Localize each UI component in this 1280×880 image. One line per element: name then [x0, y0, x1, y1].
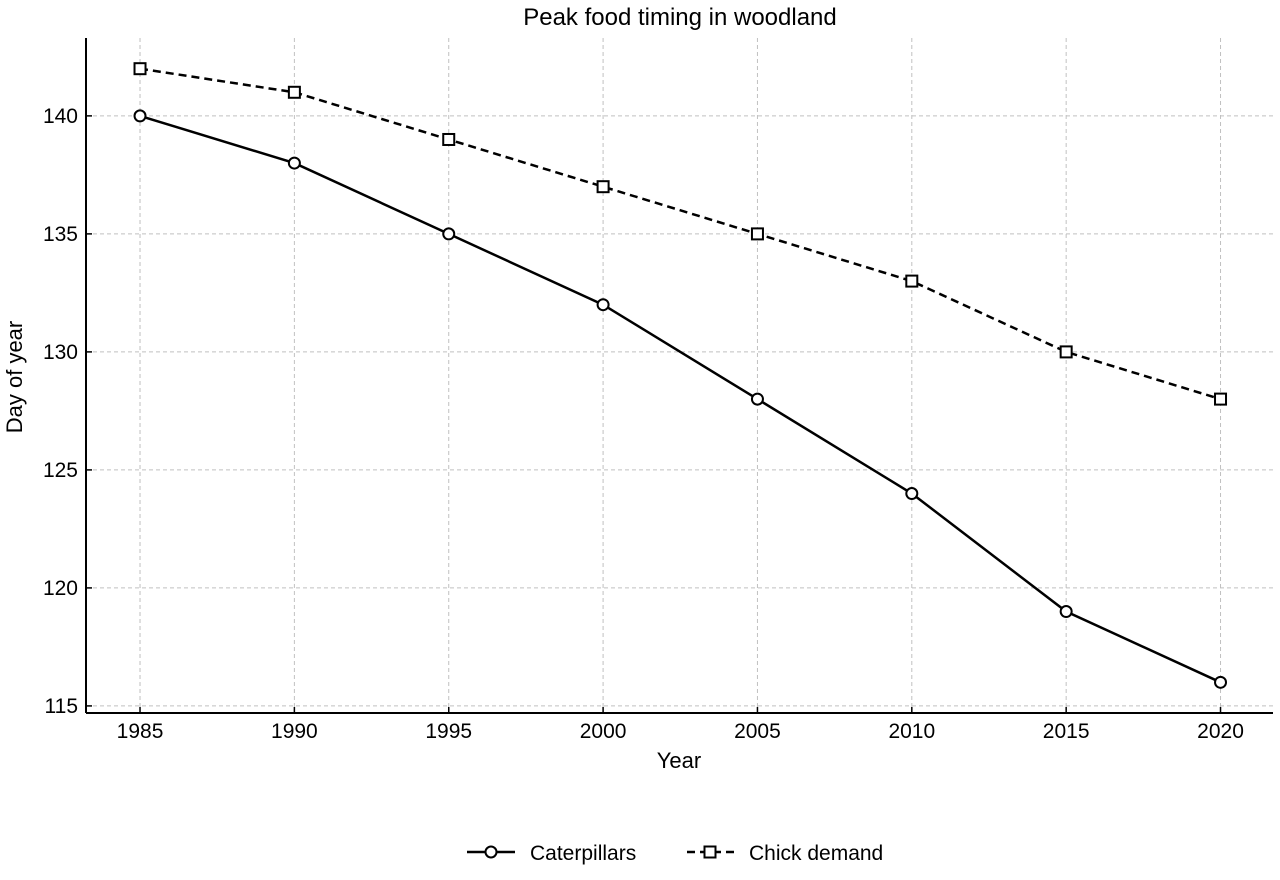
series-line-caterpillars [139, 114, 1222, 684]
series-line-chick-demand [139, 67, 1221, 401]
legend-item-caterpillars: Caterpillars [467, 842, 636, 865]
legend-item-chick-demand: Chick demand [687, 842, 883, 865]
y-tick-label: 120 [43, 577, 78, 600]
data-point-chick-demand [1059, 345, 1073, 359]
legend-label-caterpillars: Caterpillars [530, 842, 636, 865]
legend-marker-chick-demand [703, 845, 717, 859]
y-tick-label: 140 [43, 105, 78, 128]
axes [85, 38, 1273, 714]
series-chick-demand [133, 62, 1228, 406]
grid [86, 38, 1273, 713]
x-axis-label: Year [657, 748, 701, 773]
x-tick-label: 1985 [117, 720, 164, 743]
x-tick-label: 2000 [580, 720, 627, 743]
chart-title: Peak food timing in woodland [523, 4, 837, 31]
data-point-chick-demand [442, 132, 456, 146]
data-point-caterpillars [133, 109, 147, 123]
data-point-chick-demand [133, 62, 147, 76]
data-point-caterpillars [750, 392, 764, 406]
data-point-chick-demand [596, 180, 610, 194]
y-tick-label: 135 [43, 223, 78, 246]
x-tick-label: 1990 [271, 720, 318, 743]
ticks: 1985 1990 1995 2000 2005 2010 2015 2020 115 120 12… [43, 105, 1244, 743]
data-point-caterpillars [596, 298, 610, 312]
data-point-caterpillars [287, 156, 301, 170]
x-tick-label: 2005 [734, 720, 781, 743]
data-point-caterpillars [442, 227, 456, 241]
data-point-caterpillars [1059, 605, 1073, 619]
x-tick-label: 1995 [425, 720, 472, 743]
y-tick-label: 115 [45, 695, 78, 718]
series [133, 62, 1228, 689]
legend: Caterpillars Chick demand [467, 842, 883, 865]
x-tick-label: 2020 [1197, 720, 1244, 743]
data-point-chick-demand [750, 227, 764, 241]
series-caterpillars [133, 109, 1228, 689]
data-point-chick-demand [287, 85, 301, 99]
x-tick-label: 2010 [888, 720, 935, 743]
data-point-caterpillars [905, 487, 919, 501]
data-point-caterpillars [1214, 675, 1228, 689]
legend-marker-caterpillars [484, 845, 498, 859]
data-point-chick-demand [905, 274, 919, 288]
data-point-chick-demand [1214, 392, 1228, 406]
y-tick-label: 125 [43, 459, 78, 482]
y-axis-label: Day of year [2, 321, 27, 434]
y-tick-label: 130 [43, 341, 78, 364]
legend-label-chick-demand: Chick demand [749, 842, 883, 865]
x-tick-label: 2015 [1043, 720, 1090, 743]
